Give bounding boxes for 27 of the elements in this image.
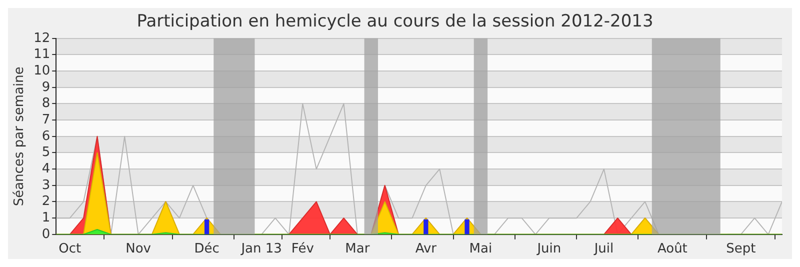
x-tick-label: Juin	[536, 242, 562, 257]
x-tick-label: Déc	[194, 242, 220, 257]
x-tick-label: Sept	[726, 242, 756, 257]
x-tick-label: Fév	[291, 242, 314, 257]
y-tick-label: 0	[42, 226, 50, 242]
y-tick-label: 7	[42, 112, 50, 128]
y-tick-label: 9	[42, 80, 50, 95]
y-tick-label: 3	[42, 178, 50, 193]
x-tick-label: Avr	[415, 242, 438, 257]
x-tick-label: Jan 13	[240, 242, 282, 257]
x-tick-label: Oct	[58, 242, 82, 257]
y-tick-label: 11	[34, 47, 50, 62]
y-tick-label: 6	[42, 128, 50, 144]
y-tick-label: 5	[42, 145, 50, 160]
chart-title: Participation en hemicycle au cours de la session 2012-2013	[136, 12, 654, 32]
x-tick-label: Mar	[345, 242, 370, 257]
x-tick-label: Nov	[126, 242, 152, 257]
y-tick-label: 8	[42, 96, 50, 112]
x-tick-label: Juil	[593, 242, 614, 257]
y-axis-title: Séances par semaine	[12, 66, 28, 206]
y-tick-label: 1	[42, 210, 50, 226]
x-tick-label: Août	[657, 242, 688, 257]
y-tick-label: 4	[42, 161, 50, 176]
y-tick-label: 12	[34, 30, 50, 46]
y-tick-label: 10	[34, 63, 50, 78]
y-tick-label: 2	[42, 194, 50, 210]
x-tick-label: Mai	[469, 242, 492, 257]
